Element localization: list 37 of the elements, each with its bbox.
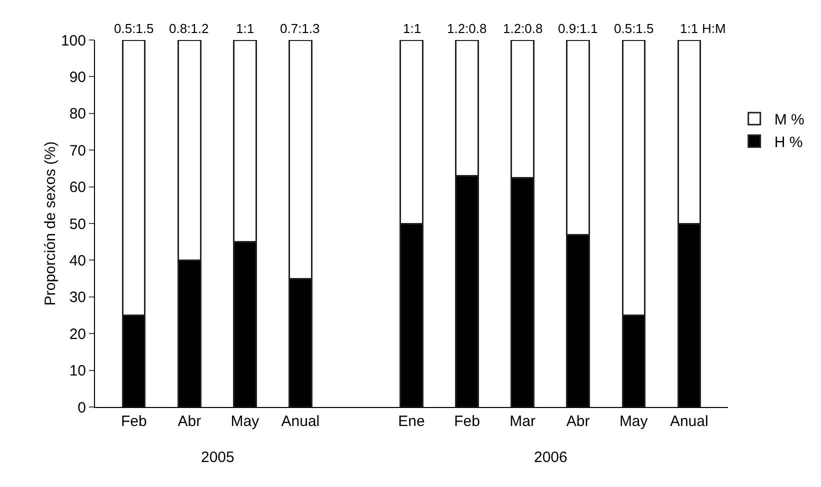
text: 0.9:1.1 <box>558 21 598 36</box>
x-tick-label: Anual <box>281 413 320 430</box>
y-tick-label: 90 <box>69 68 86 86</box>
y-tick-label: 100 <box>60 32 86 50</box>
y-tick-label: 40 <box>69 252 86 270</box>
text: 2005 <box>201 449 234 466</box>
text: 0.7:1.3 <box>280 21 320 36</box>
text: 1:1 <box>680 21 698 36</box>
text: 2006 <box>534 449 568 466</box>
x-tick-label: May <box>230 413 260 430</box>
x-tick-label: Anual <box>670 413 708 430</box>
y-tick-label: 70 <box>69 142 86 160</box>
x-tick-label: Abr <box>178 413 202 430</box>
x-tick-label: Ene <box>398 413 425 430</box>
legend-label: M % <box>774 111 804 128</box>
y-tick-label: 0 <box>78 399 86 416</box>
text: H:M <box>702 21 726 36</box>
x-tick-label: Feb <box>454 413 480 430</box>
text: 0.5:1.5 <box>114 21 154 36</box>
y-tick-label: 20 <box>69 326 86 343</box>
y-tick-label: 10 <box>69 362 86 380</box>
legend-label: H % <box>774 134 803 151</box>
x-tick-label: Mar <box>510 413 536 430</box>
text: 1:1 <box>236 21 254 36</box>
x-tick-label: May <box>619 413 648 430</box>
text: 0.8:1.2 <box>169 21 209 36</box>
x-tick-label: Abr <box>566 413 590 430</box>
y-tick-label: 50 <box>69 216 86 233</box>
x-tick-label: Feb <box>120 413 147 430</box>
y-tick-label: 30 <box>69 289 86 306</box>
text: 0.5:1.5 <box>614 21 654 36</box>
text: 1:1 <box>403 21 422 36</box>
text: 1.2:0.8 <box>447 21 487 36</box>
y-tick-label: 80 <box>69 106 86 123</box>
y-tick-label: 60 <box>69 179 86 196</box>
y-axis-title: Proporción de sexos (%) <box>42 141 59 306</box>
text: 1.2:0.8 <box>503 21 543 36</box>
